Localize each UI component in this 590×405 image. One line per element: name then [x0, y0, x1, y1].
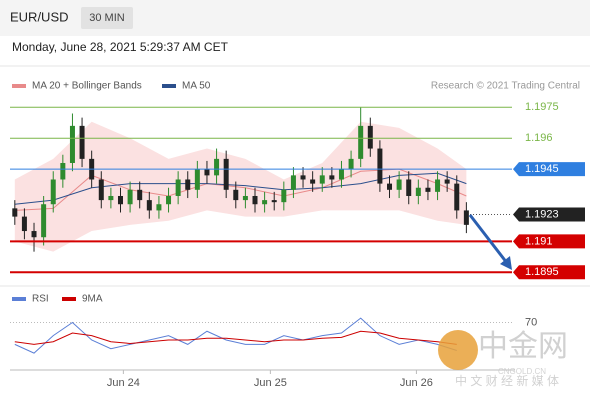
candle-body	[338, 169, 344, 180]
level-label: 1.191	[525, 235, 553, 247]
candle-body	[387, 183, 393, 190]
candle-body	[425, 187, 431, 192]
candle-body	[12, 208, 18, 217]
candle-body	[137, 189, 143, 201]
candle-body	[358, 125, 364, 159]
legend-swatch	[162, 84, 176, 88]
candle-body	[166, 195, 172, 205]
legend-swatch	[12, 84, 26, 88]
level-tag	[513, 162, 585, 177]
x-tick-label: Jun 24	[107, 377, 140, 389]
candle-body	[377, 148, 383, 184]
candle-body	[300, 175, 306, 180]
candle-body	[98, 179, 104, 201]
x-tick-label: Jun 26	[400, 377, 433, 389]
candle-body	[435, 179, 441, 192]
forecast-arrowhead	[500, 256, 512, 270]
level-tag	[513, 265, 585, 280]
candle-body	[204, 169, 210, 176]
legend-label: 9MA	[82, 294, 103, 305]
candle-body	[252, 195, 258, 205]
level-label: 1.196	[525, 132, 553, 144]
level-label: 1.1945	[525, 163, 559, 175]
y-tick-label: 70	[525, 316, 537, 328]
credit: Research © 2021 Trading Central	[431, 81, 580, 92]
candle-body	[127, 189, 133, 205]
candle-body	[396, 179, 402, 190]
candle-body	[69, 125, 75, 163]
forecast-arrow	[468, 214, 509, 264]
candle-body	[463, 210, 469, 225]
level-label: 1.1975	[525, 101, 559, 113]
candle-body	[406, 179, 412, 196]
legend-label: RSI	[32, 294, 49, 305]
candle-body	[329, 175, 335, 180]
candle-body	[60, 162, 66, 180]
candle-body	[21, 216, 27, 232]
legend-label: MA 20 + Bollinger Bands	[32, 81, 142, 92]
candle-body	[348, 158, 354, 170]
candle-body	[290, 175, 296, 190]
candle-body	[31, 231, 37, 238]
candle-body	[156, 204, 162, 211]
interval: 30 MIN	[89, 12, 125, 24]
candle-body	[214, 158, 220, 176]
legend-swatch	[62, 297, 76, 301]
legend-label: MA 50	[182, 81, 211, 92]
level-label: 1.1923	[525, 208, 559, 220]
candle-body	[223, 158, 229, 190]
x-tick-label: Jun 25	[254, 377, 287, 389]
candle-body	[271, 200, 277, 203]
candle-body	[194, 169, 200, 190]
watermark-logo	[438, 330, 478, 370]
timestamp: Monday, June 28, 2021 5:29:37 AM CET	[12, 40, 229, 54]
rsi-line	[14, 330, 457, 345]
candle-body	[262, 200, 268, 205]
candle-body	[319, 175, 325, 184]
level-label: 1.1895	[525, 266, 559, 278]
candle-body	[185, 179, 191, 190]
candle-body	[41, 204, 47, 238]
candle-body	[367, 125, 373, 149]
candle-body	[79, 125, 85, 159]
rsi-line	[14, 317, 457, 354]
candle-body	[454, 183, 460, 211]
candle-body	[281, 189, 287, 203]
watermark-site: CNGOLD.CN	[498, 367, 546, 376]
candle-body	[175, 179, 181, 196]
interval-button[interactable]	[81, 7, 133, 29]
candle-body	[233, 189, 239, 201]
level-tag	[513, 207, 585, 222]
candle-body	[50, 179, 56, 205]
legend-swatch	[12, 297, 26, 301]
candle-body	[415, 187, 421, 196]
candle-body	[146, 200, 152, 211]
watermark-brand: 中金网	[478, 330, 568, 363]
candle-body	[108, 195, 114, 201]
candle-body	[444, 179, 450, 184]
bollinger-band	[14, 121, 467, 252]
candle-body	[310, 179, 316, 184]
symbol: EUR/USD	[10, 9, 69, 24]
candle-body	[242, 195, 248, 201]
candle-body	[117, 195, 123, 205]
watermark-slogan: 中 文 财 经 新 媒 体	[455, 373, 559, 388]
level-tag	[513, 234, 585, 249]
